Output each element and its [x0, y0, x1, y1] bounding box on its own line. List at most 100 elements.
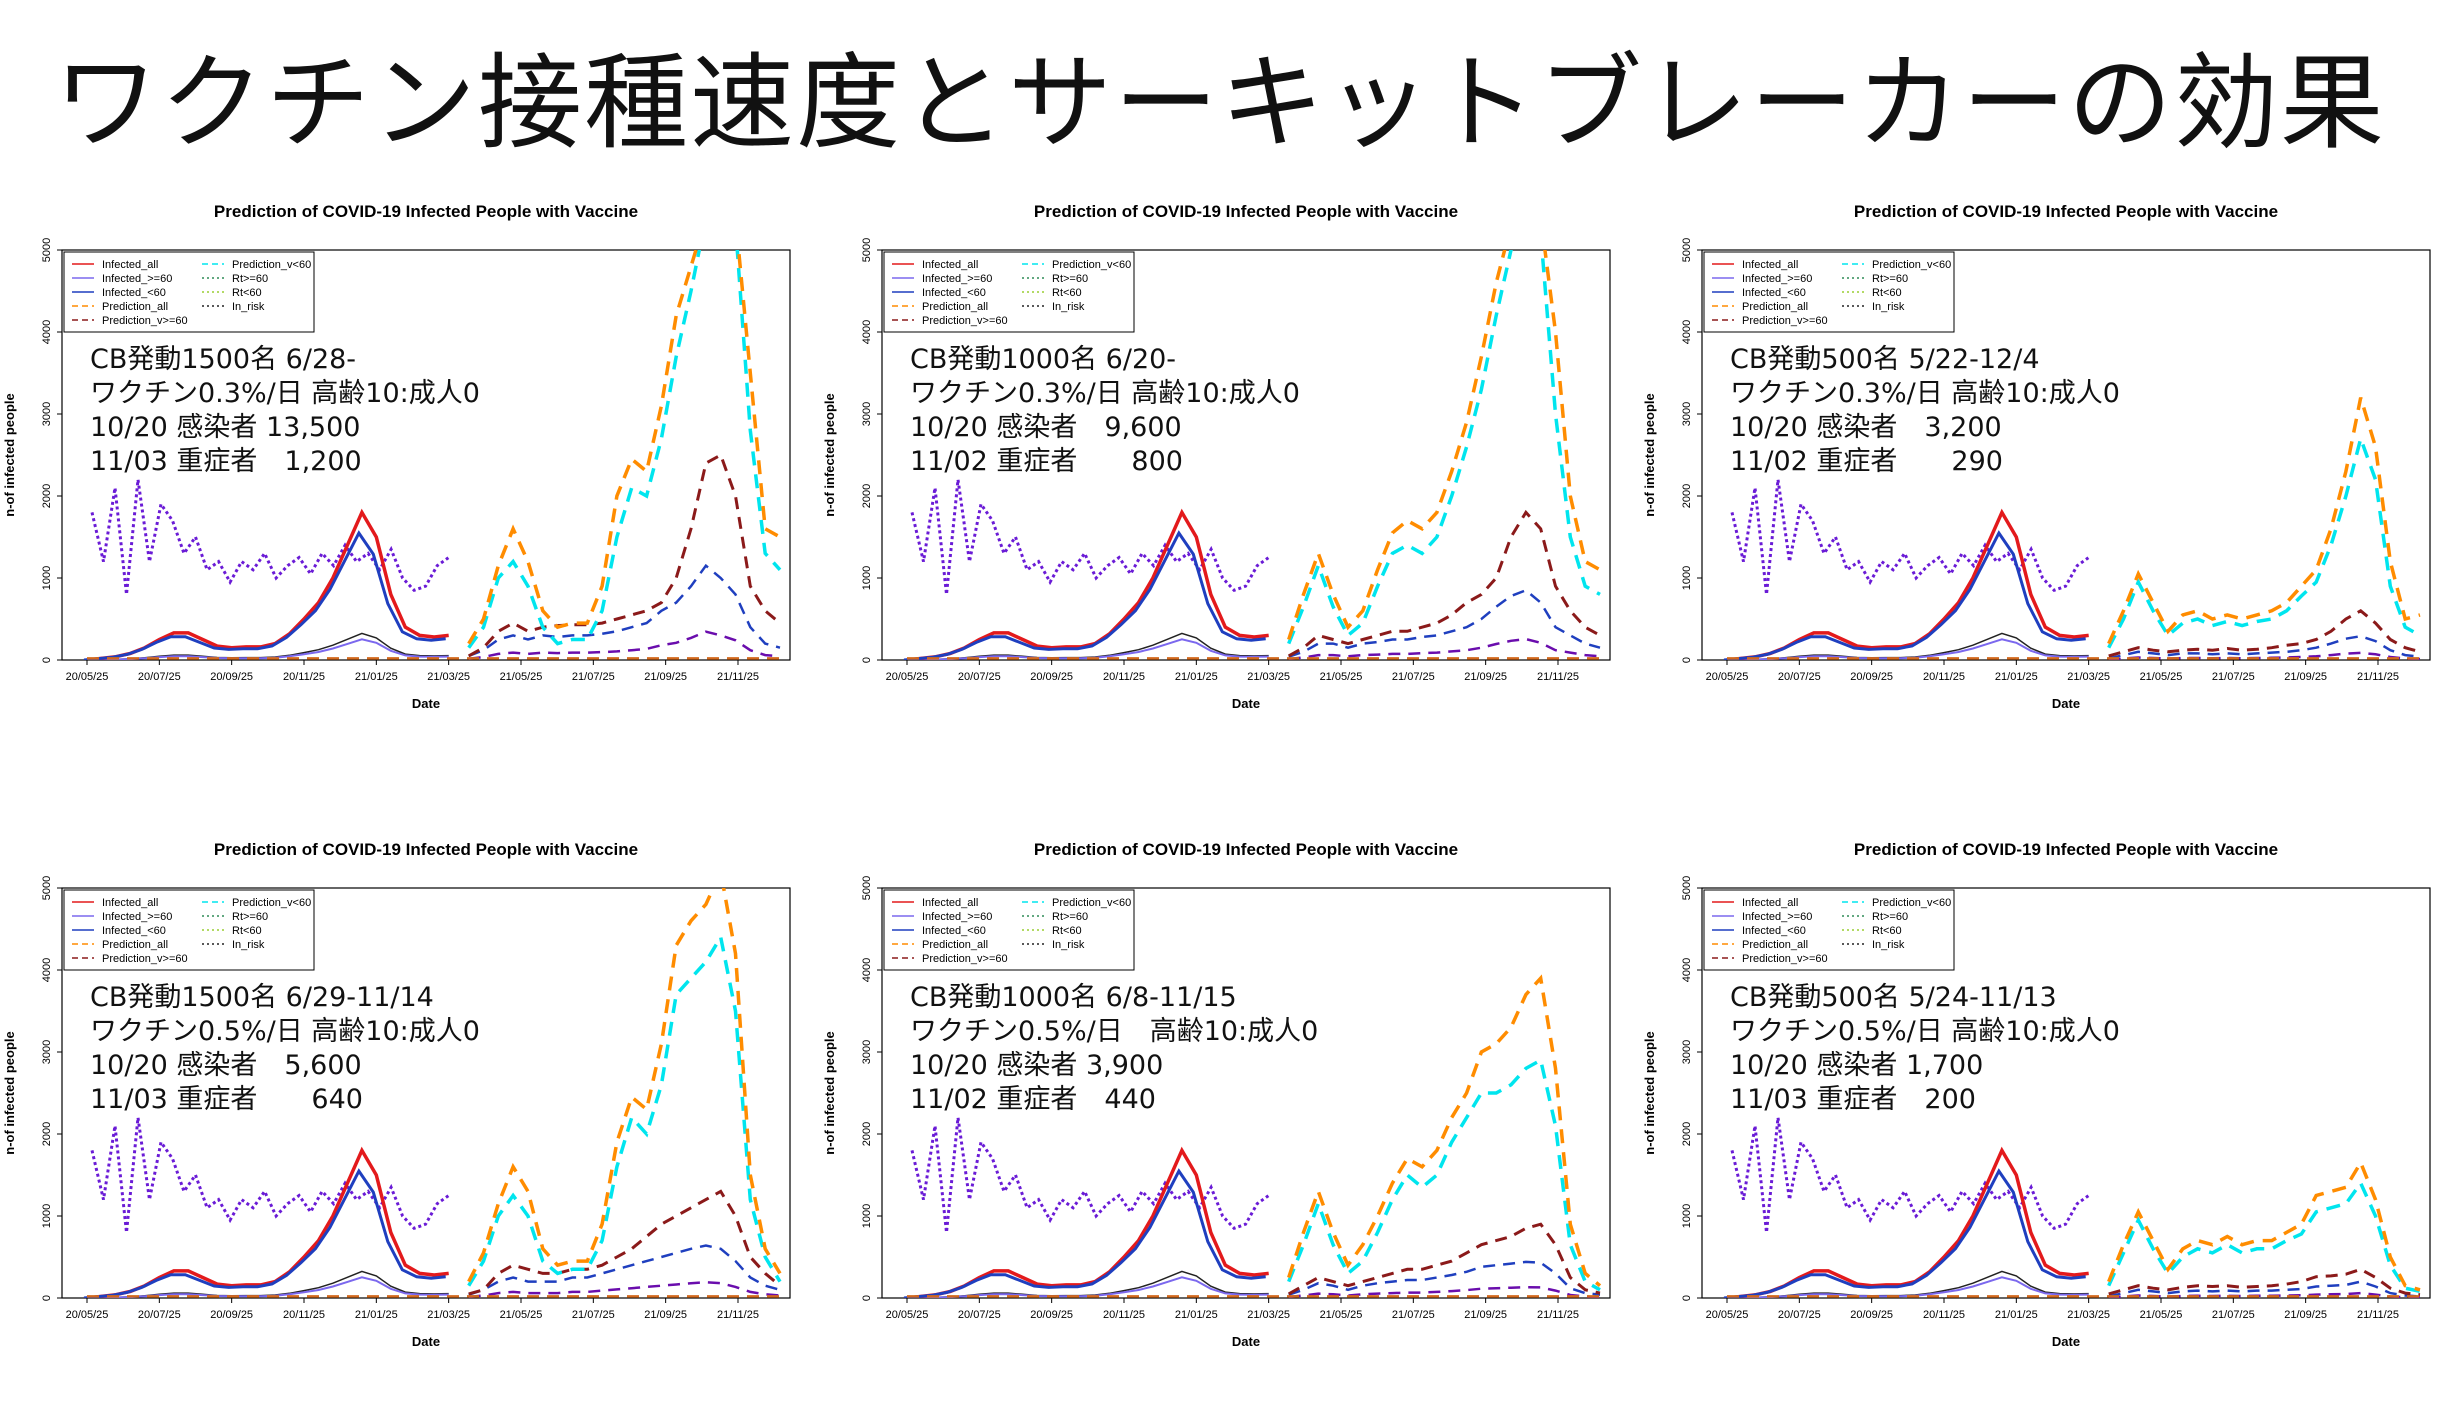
chart-svg: Prediction of COVID-19 Infected People w… [822, 840, 1611, 1349]
series-prediction-severe [1288, 1260, 1601, 1296]
series-prediction-low [1288, 1285, 1601, 1298]
x-tick-label: 21/11/25 [1537, 1309, 1579, 1321]
plot-frame [1701, 249, 2431, 661]
x-tick-label: 21/05/25 [500, 1309, 543, 1321]
series-infected-all [86, 1146, 449, 1298]
legend-label: Rt<60 [1872, 287, 1902, 299]
x-tick-label: 21/01/25 [355, 1309, 398, 1321]
scenario-annotation-line: CB発動500名 5/24-11/13 [1730, 982, 2057, 1013]
legend-label: Prediction_all [1742, 301, 1808, 313]
chart-svg: Prediction of COVID-19 Infected People w… [822, 202, 1611, 711]
series-prediction-young [467, 250, 782, 649]
x-tick-label: 20/11/25 [1103, 1309, 1145, 1321]
x-axis-label: Date [412, 1334, 440, 1349]
scenario-annotation-line: 11/02 重症者 290 [1730, 446, 2003, 477]
x-tick-label: 21/11/25 [2357, 1309, 2399, 1321]
series-prediction-severe [2108, 634, 2421, 660]
series-infected-young [1723, 530, 2086, 660]
x-tick-label: 21/03/25 [2067, 1309, 2110, 1321]
x-tick-label: 20/11/25 [1923, 671, 1965, 683]
series-prediction-low [2108, 651, 2421, 660]
scenario-annotation-line: 11/02 重症者 800 [910, 446, 1183, 477]
x-tick-label: 21/05/25 [500, 671, 543, 683]
series-infected-young [83, 1168, 446, 1298]
legend-label: Infected_all [1742, 259, 1798, 271]
scenario-annotation-line: CB発動1000名 6/8-11/15 [910, 982, 1237, 1013]
y-axis-label: n-of infected people [1642, 393, 1657, 517]
legend-box [63, 889, 315, 971]
x-tick-label: 21/07/25 [1392, 1309, 1435, 1321]
legend-label: Prediction_v<60 [1052, 259, 1131, 271]
series-prediction-all [1287, 250, 1601, 641]
series-prediction-young [2107, 432, 2421, 649]
plot-frame [881, 887, 1611, 1299]
legend-label: Rt<60 [232, 287, 262, 299]
scenario-annotation-line: 10/20 感染者 13,500 [90, 412, 360, 443]
x-tick-label: 21/09/25 [1464, 1309, 1507, 1321]
chart-svg: Prediction of COVID-19 Infected People w… [2, 840, 791, 1349]
legend-label: Rt<60 [1052, 925, 1082, 937]
plot-frame [881, 249, 1611, 661]
chart-panel-cb500-v03: Prediction of COVID-19 Infected People w… [1640, 195, 2440, 775]
x-tick-label: 21/01/25 [1995, 1309, 2038, 1321]
legend-label: Infected_>=60 [102, 273, 172, 285]
legend-label: Infected_<60 [102, 287, 166, 299]
chart-title: Prediction of COVID-19 Infected People w… [1854, 840, 2278, 859]
y-tick-label: 2000 [861, 484, 873, 508]
series-prediction-low [468, 1281, 781, 1298]
y-tick-label: 4000 [41, 320, 53, 344]
x-tick-label: 20/07/25 [958, 1309, 1001, 1321]
series-infected-all [1726, 508, 2089, 660]
scenario-annotation-line: 10/20 感染者 3,200 [1730, 412, 2002, 443]
legend-label: Rt<60 [1872, 925, 1902, 937]
plot-area [83, 250, 782, 660]
chart-svg: Prediction of COVID-19 Infected People w… [1642, 840, 2431, 1349]
legend-label: Prediction_all [922, 939, 988, 951]
y-tick-label: 5000 [861, 238, 873, 262]
scenario-annotation-line: ワクチン0.5%/日 高齢10:成人0 [90, 1016, 480, 1047]
x-tick-label: 20/09/25 [1850, 1309, 1893, 1321]
legend-label: Prediction_v>=60 [922, 953, 1008, 965]
y-tick-label: 2000 [861, 1122, 873, 1146]
legend-label: Infected_all [102, 897, 158, 909]
x-tick-label: 21/05/25 [1320, 1309, 1363, 1321]
legend-label: Prediction_v>=60 [102, 315, 188, 327]
y-tick-label: 1000 [861, 1204, 873, 1228]
legend-label: In_risk [1052, 939, 1085, 951]
legend-box [63, 251, 315, 333]
legend-label: Infected_<60 [1742, 287, 1806, 299]
legend-label: In_risk [1872, 939, 1905, 951]
x-tick-label: 20/11/25 [283, 671, 325, 683]
x-tick-label: 20/07/25 [138, 1309, 181, 1321]
y-tick-label: 0 [41, 657, 53, 663]
legend-box [1703, 251, 1955, 333]
series-prediction-all [2107, 397, 2421, 645]
x-tick-label: 20/07/25 [958, 671, 1001, 683]
y-tick-label: 0 [861, 1295, 873, 1301]
series-infected-all [1726, 1146, 2089, 1298]
x-tick-label: 20/05/25 [886, 671, 929, 683]
scenario-annotation-line: 11/03 重症者 1,200 [90, 446, 362, 477]
y-tick-label: 2000 [1681, 1122, 1693, 1146]
y-tick-label: 0 [1681, 1295, 1693, 1301]
scenario-annotation-line: 11/02 重症者 440 [910, 1084, 1156, 1115]
legend-label: In_risk [1872, 301, 1905, 313]
x-axis-label: Date [2052, 1334, 2080, 1349]
series-prediction-all [1287, 974, 1602, 1288]
y-tick-label: 2000 [41, 1122, 53, 1146]
legend-label: Rt>=60 [232, 273, 268, 285]
legend-label: Infected_<60 [922, 925, 986, 937]
chart-panel-cb1500-v03: Prediction of COVID-19 Infected People w… [0, 195, 800, 775]
legend-label: Prediction_v>=60 [1742, 315, 1828, 327]
y-axis-label: n-of infected people [1642, 1031, 1657, 1155]
series-prediction-elderly [2108, 608, 2421, 658]
series-prediction-young [1287, 250, 1601, 645]
series-infected-all [906, 508, 1269, 660]
series-prediction-low [468, 630, 781, 660]
scenario-annotation-line: ワクチン0.3%/日 高齢10:成人0 [90, 378, 480, 409]
series-prediction-low [1288, 637, 1601, 660]
y-tick-label: 1000 [1681, 566, 1693, 590]
chart-panel-cb1000-v03: Prediction of COVID-19 Infected People w… [820, 195, 1620, 775]
x-tick-label: 21/11/25 [2357, 671, 2399, 683]
x-tick-label: 21/01/25 [1175, 671, 1218, 683]
